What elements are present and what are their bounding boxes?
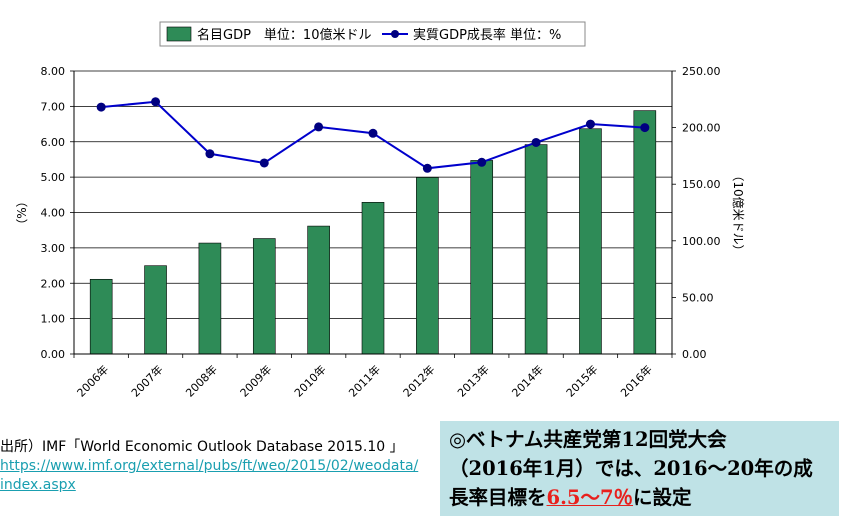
growth-point (640, 123, 650, 133)
gdp-bar (252, 238, 276, 355)
right-tick-label: 50.00 (682, 291, 714, 304)
gdp-bar (144, 265, 167, 355)
x-tick-label: 2016年 (617, 362, 654, 399)
x-tick-label: 2009年 (237, 362, 274, 399)
growth-point (585, 119, 595, 129)
left-tick-label: 1.00 (41, 313, 66, 326)
x-tick-label: 2015年 (563, 362, 600, 399)
gdp-bar (579, 128, 602, 355)
x-tick-label: 2014年 (509, 362, 546, 399)
growth-point (96, 102, 106, 112)
x-tick-label: 2006年 (74, 362, 111, 399)
note-line-3-suffix: に設定 (633, 486, 692, 509)
note-line-3: 長率目標を6.5～7％に設定 (449, 483, 839, 512)
gdp-bar (361, 202, 385, 355)
gdp-bar (198, 242, 222, 355)
growth-point (531, 137, 541, 147)
source-url-link-cont[interactable]: index.aspx (0, 477, 76, 493)
source-citation: 出所）IMF「World Economic Outlook Database 2… (0, 438, 418, 495)
legend-marker-growth (391, 30, 399, 38)
x-tick-label: 2007年 (128, 362, 165, 399)
y-axis-right-label: （10億米ドル） (731, 169, 745, 256)
growth-target-highlight: 6.5～7％ (546, 486, 634, 509)
right-tick-label: 200.00 (682, 122, 721, 135)
gdp-bar (633, 110, 657, 355)
growth-point (422, 163, 432, 173)
right-tick-label: 250.00 (682, 65, 721, 78)
combo-chart: 名目GDP 単位：10億米ドル 実質GDP成長率 単位：% 0.00 1.00 2.… (15, 21, 745, 400)
y-axis-left-label: （%） (15, 195, 29, 230)
legend-label-growth: 実質GDP成長率 単位：% (413, 27, 561, 43)
source-url-link[interactable]: https://www.imf.org/external/pubs/ft/weo… (0, 458, 419, 474)
left-tick-label: 5.00 (41, 171, 66, 184)
x-tick-label: 2010年 (291, 362, 328, 399)
right-tick-label: 0.00 (682, 348, 707, 361)
growth-line (96, 97, 650, 173)
left-tick-label: 0.00 (41, 348, 66, 361)
gdp-bars (89, 110, 657, 355)
x-axis-ticks: 2006年 2007年 2008年 2009年 2010年 2011年 2012年 2013年… (73, 354, 673, 400)
gdp-bar (89, 278, 113, 355)
left-tick-label: 3.00 (41, 242, 66, 255)
growth-target-note: ◎ベトナム共産党第12回党大会 （2016年1月）では、2016～20年の成 長… (440, 421, 839, 516)
note-line-2: （2016年1月）では、2016～20年の成 (449, 457, 813, 480)
growth-point (259, 158, 269, 168)
left-tick-label: 7.00 (41, 100, 66, 113)
gdp-bar (416, 177, 439, 355)
right-tick-label: 100.00 (682, 235, 721, 248)
x-tick-label: 2011年 (346, 362, 383, 399)
x-tick-label: 2012年 (400, 362, 437, 399)
growth-point (477, 157, 487, 167)
left-tick-label: 4.00 (41, 207, 66, 220)
gdp-bar (470, 160, 494, 355)
gdp-bar (524, 144, 548, 355)
left-tick-label: 2.00 (41, 277, 66, 290)
note-line-1: ◎ベトナム共産党第12回党大会 (449, 428, 727, 451)
chart-legend: 名目GDP 単位：10億米ドル 実質GDP成長率 単位：% (159, 21, 586, 47)
growth-point (205, 149, 215, 159)
chart-gridlines (74, 70, 672, 320)
x-tick-label: 2013年 (454, 362, 491, 399)
right-tick-label: 150.00 (682, 178, 721, 191)
legend-swatch-gdp (166, 26, 192, 42)
gdp-bar (307, 225, 330, 355)
growth-point (314, 122, 324, 132)
left-axis-ticks: 0.00 1.00 2.00 3.00 4.00 5.00 6.00 7.00 8.00 (41, 65, 74, 361)
note-line-3-prefix: 長率目標を (449, 486, 547, 509)
legend-label-gdp: 名目GDP 単位：10億米ドル (197, 27, 371, 43)
left-tick-label: 6.00 (41, 136, 66, 149)
growth-point (368, 128, 378, 138)
left-tick-label: 8.00 (41, 65, 66, 78)
growth-point (151, 97, 161, 107)
x-tick-label: 2008年 (183, 362, 220, 399)
source-line-1: 出所）IMF「World Economic Outlook Database 2… (0, 439, 404, 455)
right-axis-ticks: 0.00 50.00 100.00 150.00 200.00 250.00 (672, 65, 721, 361)
